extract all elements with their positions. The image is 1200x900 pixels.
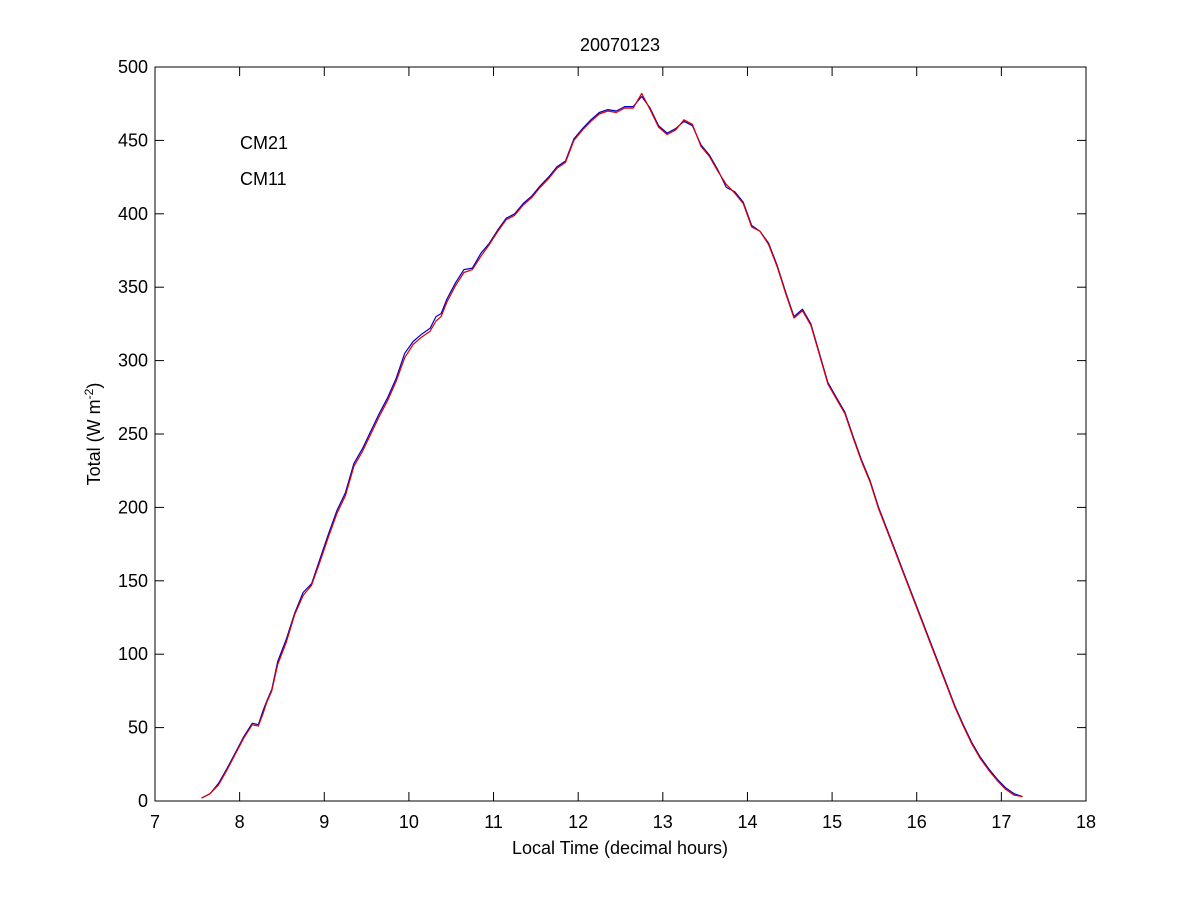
y-tick-label: 350 xyxy=(118,277,148,297)
y-tick-label: 200 xyxy=(118,497,148,517)
y-tick-label: 50 xyxy=(128,718,148,738)
y-axis-ticks: 0 50 100 150 200 250 300 350 400 450 500 xyxy=(118,57,1086,811)
y-tick-label: 0 xyxy=(138,791,148,811)
y-tick-label: 400 xyxy=(118,204,148,224)
y-tick-label: 250 xyxy=(118,424,148,444)
x-axis-label: Local Time (decimal hours) xyxy=(512,838,728,858)
y-axis-label-close: ) xyxy=(84,383,104,389)
legend-entry-cm11: CM11 xyxy=(240,169,287,189)
x-tick-label: 16 xyxy=(907,812,927,832)
x-axis-ticks: 7 8 9 10 11 12 13 14 15 16 17 18 xyxy=(150,67,1096,832)
series-line-cm11 xyxy=(201,92,1023,799)
legend-entry-cm21: CM21 xyxy=(240,133,288,153)
y-axis-label-main: Total (W m xyxy=(84,399,104,485)
y-tick-label: 500 xyxy=(118,57,148,77)
y-axis-label: Total (W m-2) xyxy=(82,383,104,486)
x-tick-label: 12 xyxy=(568,812,588,832)
x-tick-label: 9 xyxy=(319,812,329,832)
x-tick-label: 13 xyxy=(653,812,673,832)
y-tick-label: 150 xyxy=(118,571,148,591)
x-tick-label: 10 xyxy=(399,812,419,832)
y-tick-label: 450 xyxy=(118,130,148,150)
x-tick-label: 7 xyxy=(150,812,160,832)
y-tick-label: 100 xyxy=(118,644,148,664)
y-tick-label: 300 xyxy=(118,351,148,371)
x-tick-label: 11 xyxy=(484,812,503,832)
x-tick-label: 17 xyxy=(991,812,1011,832)
chart-title: 20070123 xyxy=(580,35,660,55)
series-layer xyxy=(201,92,1023,799)
x-tick-label: 14 xyxy=(737,812,757,832)
legend: CM21 CM11 xyxy=(240,133,288,189)
y-axis-label-exponent: -2 xyxy=(82,388,96,399)
x-tick-label: 18 xyxy=(1076,812,1096,832)
x-tick-label: 8 xyxy=(235,812,245,832)
x-tick-label: 15 xyxy=(822,812,842,832)
